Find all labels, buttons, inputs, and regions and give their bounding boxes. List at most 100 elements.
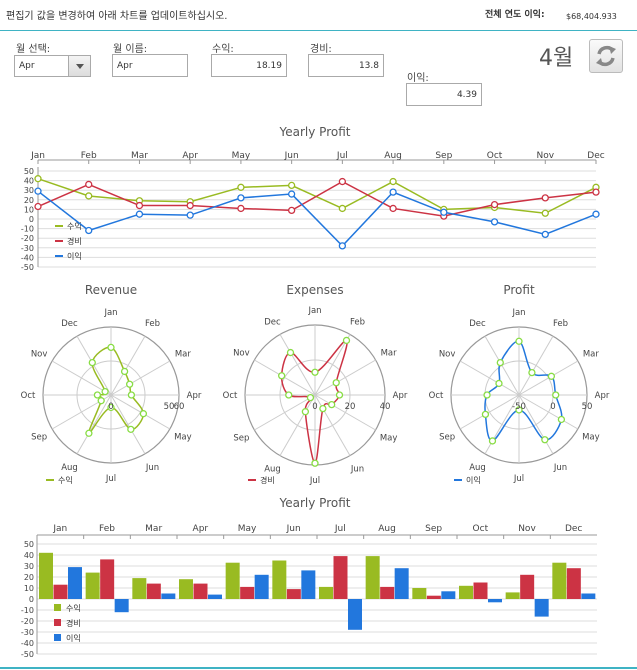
bar (132, 578, 147, 599)
profit-label: 이익: (407, 73, 429, 84)
line-series-0 (37, 177, 597, 215)
bar (520, 574, 535, 599)
line-point (287, 190, 296, 198)
bar-chart-y-tick: 50 (24, 540, 34, 549)
revenue-radar-spoke (76, 335, 112, 396)
bar-chart-y-tick: -20 (21, 617, 34, 626)
bar (380, 586, 395, 599)
line-point (85, 226, 93, 235)
profit-radar-spoke (459, 394, 520, 430)
line-chart-y-tick: -10 (21, 225, 34, 234)
profit-input[interactable]: 4.39 (406, 83, 482, 106)
line-point (490, 218, 499, 226)
line-chart-y-tick: 40 (24, 177, 34, 186)
expenses-radar-category-label: Apr (393, 391, 408, 401)
revenue-radar-point (88, 358, 96, 367)
expenses-radar-spoke (314, 394, 351, 456)
revenue-label: 수익: (212, 44, 234, 55)
refresh-button[interactable] (589, 39, 623, 73)
revenue-radar-point (93, 391, 102, 399)
profit-radar-point (528, 368, 536, 377)
line-point (34, 187, 42, 195)
line-chart-x-tick: Feb (81, 151, 97, 161)
profit-radar-spoke (459, 360, 520, 396)
line-chart-x-tick: Jan (30, 151, 45, 161)
revenue-radar-point (107, 403, 115, 412)
revenue-radar-point (97, 397, 105, 405)
revenue-radar-legend-label: 수익 (58, 475, 73, 485)
line-point (389, 204, 397, 213)
current-month-display: 4월 (539, 46, 574, 71)
profit-radar-point (547, 372, 556, 380)
profit-radar-title: Profit (503, 283, 535, 297)
line-point (338, 177, 347, 186)
profit-radar-category-label: Mar (583, 350, 600, 360)
revenue-radar-point (120, 367, 129, 376)
bar-chart-y-tick: 10 (24, 584, 34, 593)
bar-chart-x-tick: Jan (52, 524, 67, 534)
expenses-radar-category-label: Mar (381, 349, 398, 359)
line-chart-x-tick: Mar (131, 151, 148, 161)
line-point (389, 188, 397, 196)
bar-chart-y-tick: 20 (24, 573, 34, 582)
expenses-radar-category-label: Nov (233, 349, 250, 359)
revenue-radar-spoke (110, 394, 146, 455)
bar-legend-swatch (54, 634, 61, 641)
revenue-radar-point (139, 410, 148, 418)
expenses-radar-point (311, 368, 319, 376)
revenue-radar-point (101, 387, 109, 396)
line-point (541, 194, 549, 202)
line-point (287, 181, 296, 190)
bar-chart-x-tick: Jul (334, 524, 346, 534)
revenue-input[interactable]: 18.19 (211, 54, 287, 77)
revenue-radar-category-label: May (174, 433, 192, 443)
expenses-radar-radial-tick: 0 (312, 402, 317, 412)
month-name-input[interactable]: Apr (112, 54, 188, 77)
profit-radar-category-label: Sep (439, 433, 455, 443)
profit-radar-point (496, 358, 504, 367)
revenue-radar-spoke (110, 394, 171, 430)
bar (39, 552, 53, 599)
profit-radar-category-label: Jul (513, 474, 524, 484)
bar-chart-x-tick: Oct (473, 524, 489, 534)
bar-chart-x-tick: Aug (378, 524, 396, 534)
bar (208, 594, 222, 599)
expense-input[interactable]: 13.8 (308, 54, 384, 77)
bar-chart-y-tick: 30 (24, 562, 34, 571)
line-point (135, 197, 144, 205)
revenue-radar-category-label: Jan (103, 308, 117, 318)
line-point (592, 210, 600, 218)
line-point (490, 203, 499, 212)
bar-chart-x-tick: Apr (193, 524, 209, 534)
total-profit-label: 전체 연도 이익: (485, 10, 545, 20)
line-point (186, 201, 194, 210)
profit-radar-point (481, 410, 490, 419)
line-series-1 (37, 180, 597, 217)
bar-chart-x-tick: Dec (565, 524, 582, 534)
expenses-radar-point (319, 404, 327, 413)
profit-radar-spoke (484, 335, 520, 396)
line-chart-title: Yearly Profit (279, 125, 351, 139)
line-point (135, 210, 144, 218)
revenue-radar-spoke (110, 360, 171, 396)
instruction-text: 편집기 값을 변경하여 아래 차트를 업데이트하십시오. (6, 11, 228, 22)
profit-radar-radial-tick: 50 (582, 402, 593, 412)
bar-chart-x-tick: Feb (99, 524, 115, 534)
profit-radar-radial-tick: 0 (550, 402, 555, 412)
revenue-radar-spoke (51, 394, 112, 430)
expenses-radar-category-label: Jul (309, 476, 320, 486)
profit-radar-category-label: Oct (429, 391, 444, 401)
profit-radar-point (488, 437, 497, 445)
profit-radar-spoke (518, 394, 579, 430)
month-select[interactable]: Apr (14, 55, 91, 77)
line-chart-y-tick: -20 (21, 234, 34, 243)
line-point (186, 198, 194, 206)
bar (394, 568, 409, 599)
expenses-radar-spoke (314, 359, 376, 396)
expenses-radar-point (311, 459, 319, 467)
revenue-radar-point (107, 343, 115, 352)
chevron-down-icon[interactable] (68, 56, 90, 76)
line-chart-x-tick: May (232, 151, 251, 161)
revenue-radar-point (127, 425, 135, 434)
line-chart-x-tick: Nov (536, 151, 554, 161)
